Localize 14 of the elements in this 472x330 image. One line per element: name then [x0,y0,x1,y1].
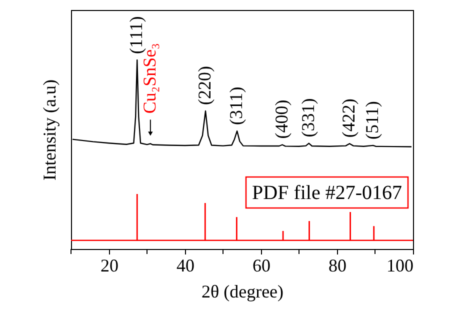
x-tick-label: 80 [328,256,346,276]
x-tick-label: 100 [386,256,414,276]
annotation: (422) [338,98,359,138]
x-tick-label: 20 [100,256,118,276]
annotation: (511) [362,101,382,140]
x-tick-label: 60 [252,256,270,276]
x-tick-label: 40 [176,256,194,276]
annotation: (311) [226,86,246,126]
annotation: PDF file #27-0167 [252,182,402,204]
annotation: (220) [194,66,215,106]
y-axis-title: Intensity (a.u) [40,80,60,180]
x-axis-title: 2θ (degree) [201,282,284,302]
annotation: (331) [298,98,318,138]
annotation: (400) [271,100,292,139]
